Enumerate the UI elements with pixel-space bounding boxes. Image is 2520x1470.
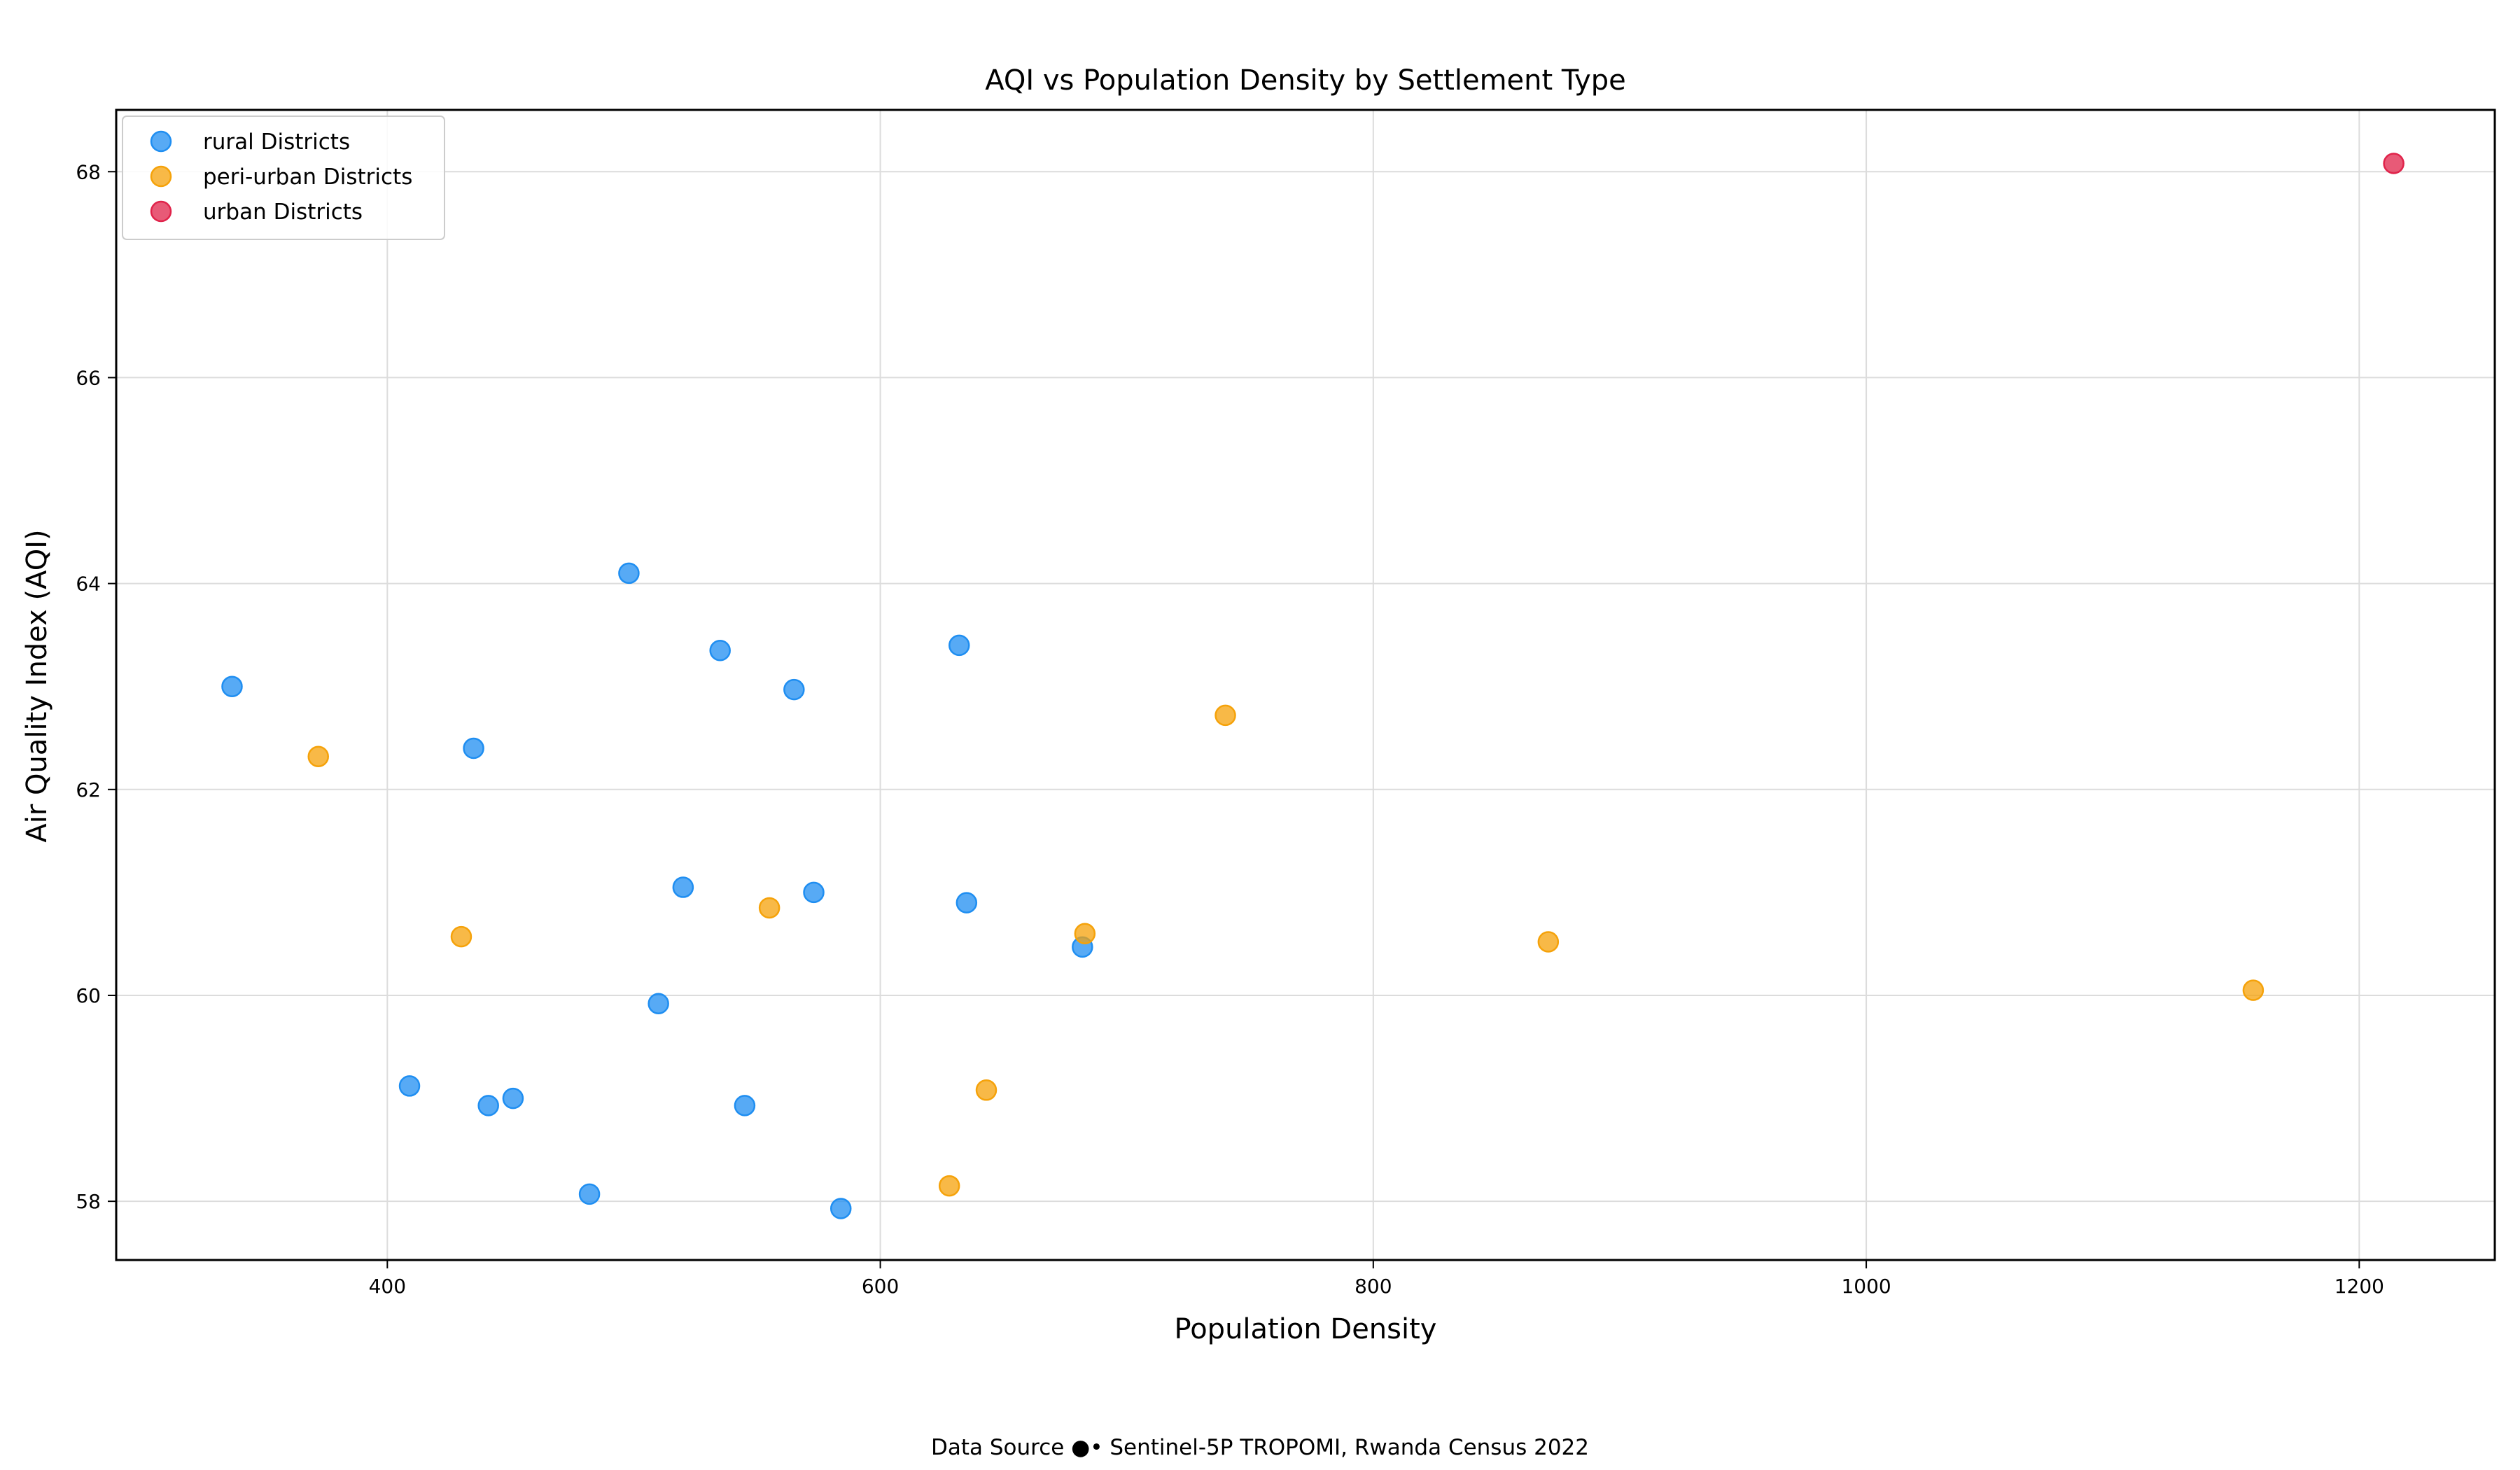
y-tick-label: 60 [76, 984, 101, 1007]
data-point-peri-urban-districts [1214, 704, 1236, 727]
data-point-rural-districts [463, 737, 484, 760]
legend-marker [150, 200, 172, 223]
data-point-peri-urban-districts [2242, 979, 2264, 1001]
data-point-rural-districts [578, 1183, 601, 1205]
data-point-rural-districts [502, 1087, 524, 1110]
data-point-rural-districts [948, 634, 970, 657]
data-point-rural-districts [783, 678, 805, 701]
data-point-rural-districts [803, 881, 825, 904]
legend-marker [150, 130, 172, 153]
data-point-rural-districts [477, 1095, 499, 1116]
data-point-peri-urban-districts [758, 897, 780, 919]
legend-box [122, 115, 445, 240]
data-points [221, 153, 2404, 1219]
data-point-rural-districts [830, 1198, 852, 1219]
source-note: Data Source ●• Sentinel-5P TROPOMI, Rwan… [931, 1435, 1589, 1460]
x-tick-label: 800 [1354, 1275, 1392, 1298]
y-axis-title: Air Quality Index (AQI) [21, 529, 53, 842]
legend-marker [150, 165, 172, 188]
y-tick-label: 64 [76, 573, 101, 596]
data-point-peri-urban-districts [1074, 923, 1096, 944]
data-point-rural-districts [672, 876, 694, 898]
y-tick-label: 58 [76, 1190, 101, 1213]
y-tick-label: 62 [76, 778, 101, 802]
data-point-peri-urban-districts [975, 1079, 997, 1101]
data-point-peri-urban-districts [307, 746, 329, 767]
data-point-rural-districts [709, 639, 731, 662]
legend-label: rural Districts [203, 130, 350, 155]
legend-label: urban Districts [203, 200, 363, 225]
y-tick-label: 66 [76, 366, 101, 389]
data-point-rural-districts [398, 1075, 421, 1097]
y-tick-label: 68 [76, 160, 101, 183]
data-point-rural-districts [618, 562, 640, 584]
legend: rural Districts peri-urban Districts urban… [122, 115, 445, 240]
plot-area-frame [115, 108, 2496, 1261]
x-tick-label: 400 [369, 1275, 406, 1298]
data-point-urban-districts [2383, 153, 2404, 174]
data-point-rural-districts [221, 676, 243, 697]
data-point-peri-urban-districts [450, 925, 472, 948]
legend-label: peri-urban Districts [203, 164, 412, 190]
x-tick-label: 1200 [2334, 1275, 2384, 1298]
data-point-rural-districts [955, 892, 978, 913]
x-axis-title: Population Density [1175, 1313, 1437, 1345]
chart-title: AQI vs Population Density by Settlement … [985, 64, 1626, 97]
data-point-peri-urban-districts [1537, 931, 1560, 953]
data-point-peri-urban-districts [938, 1175, 960, 1197]
x-tick-label: 1000 [1841, 1275, 1891, 1298]
data-point-rural-districts [734, 1095, 756, 1116]
grid-lines [116, 110, 2495, 1260]
axis-ticks: 400 600 800 1000 1200 58 60 62 64 66 68 [76, 160, 2384, 1298]
data-point-rural-districts [648, 993, 669, 1014]
x-tick-label: 600 [862, 1275, 899, 1298]
